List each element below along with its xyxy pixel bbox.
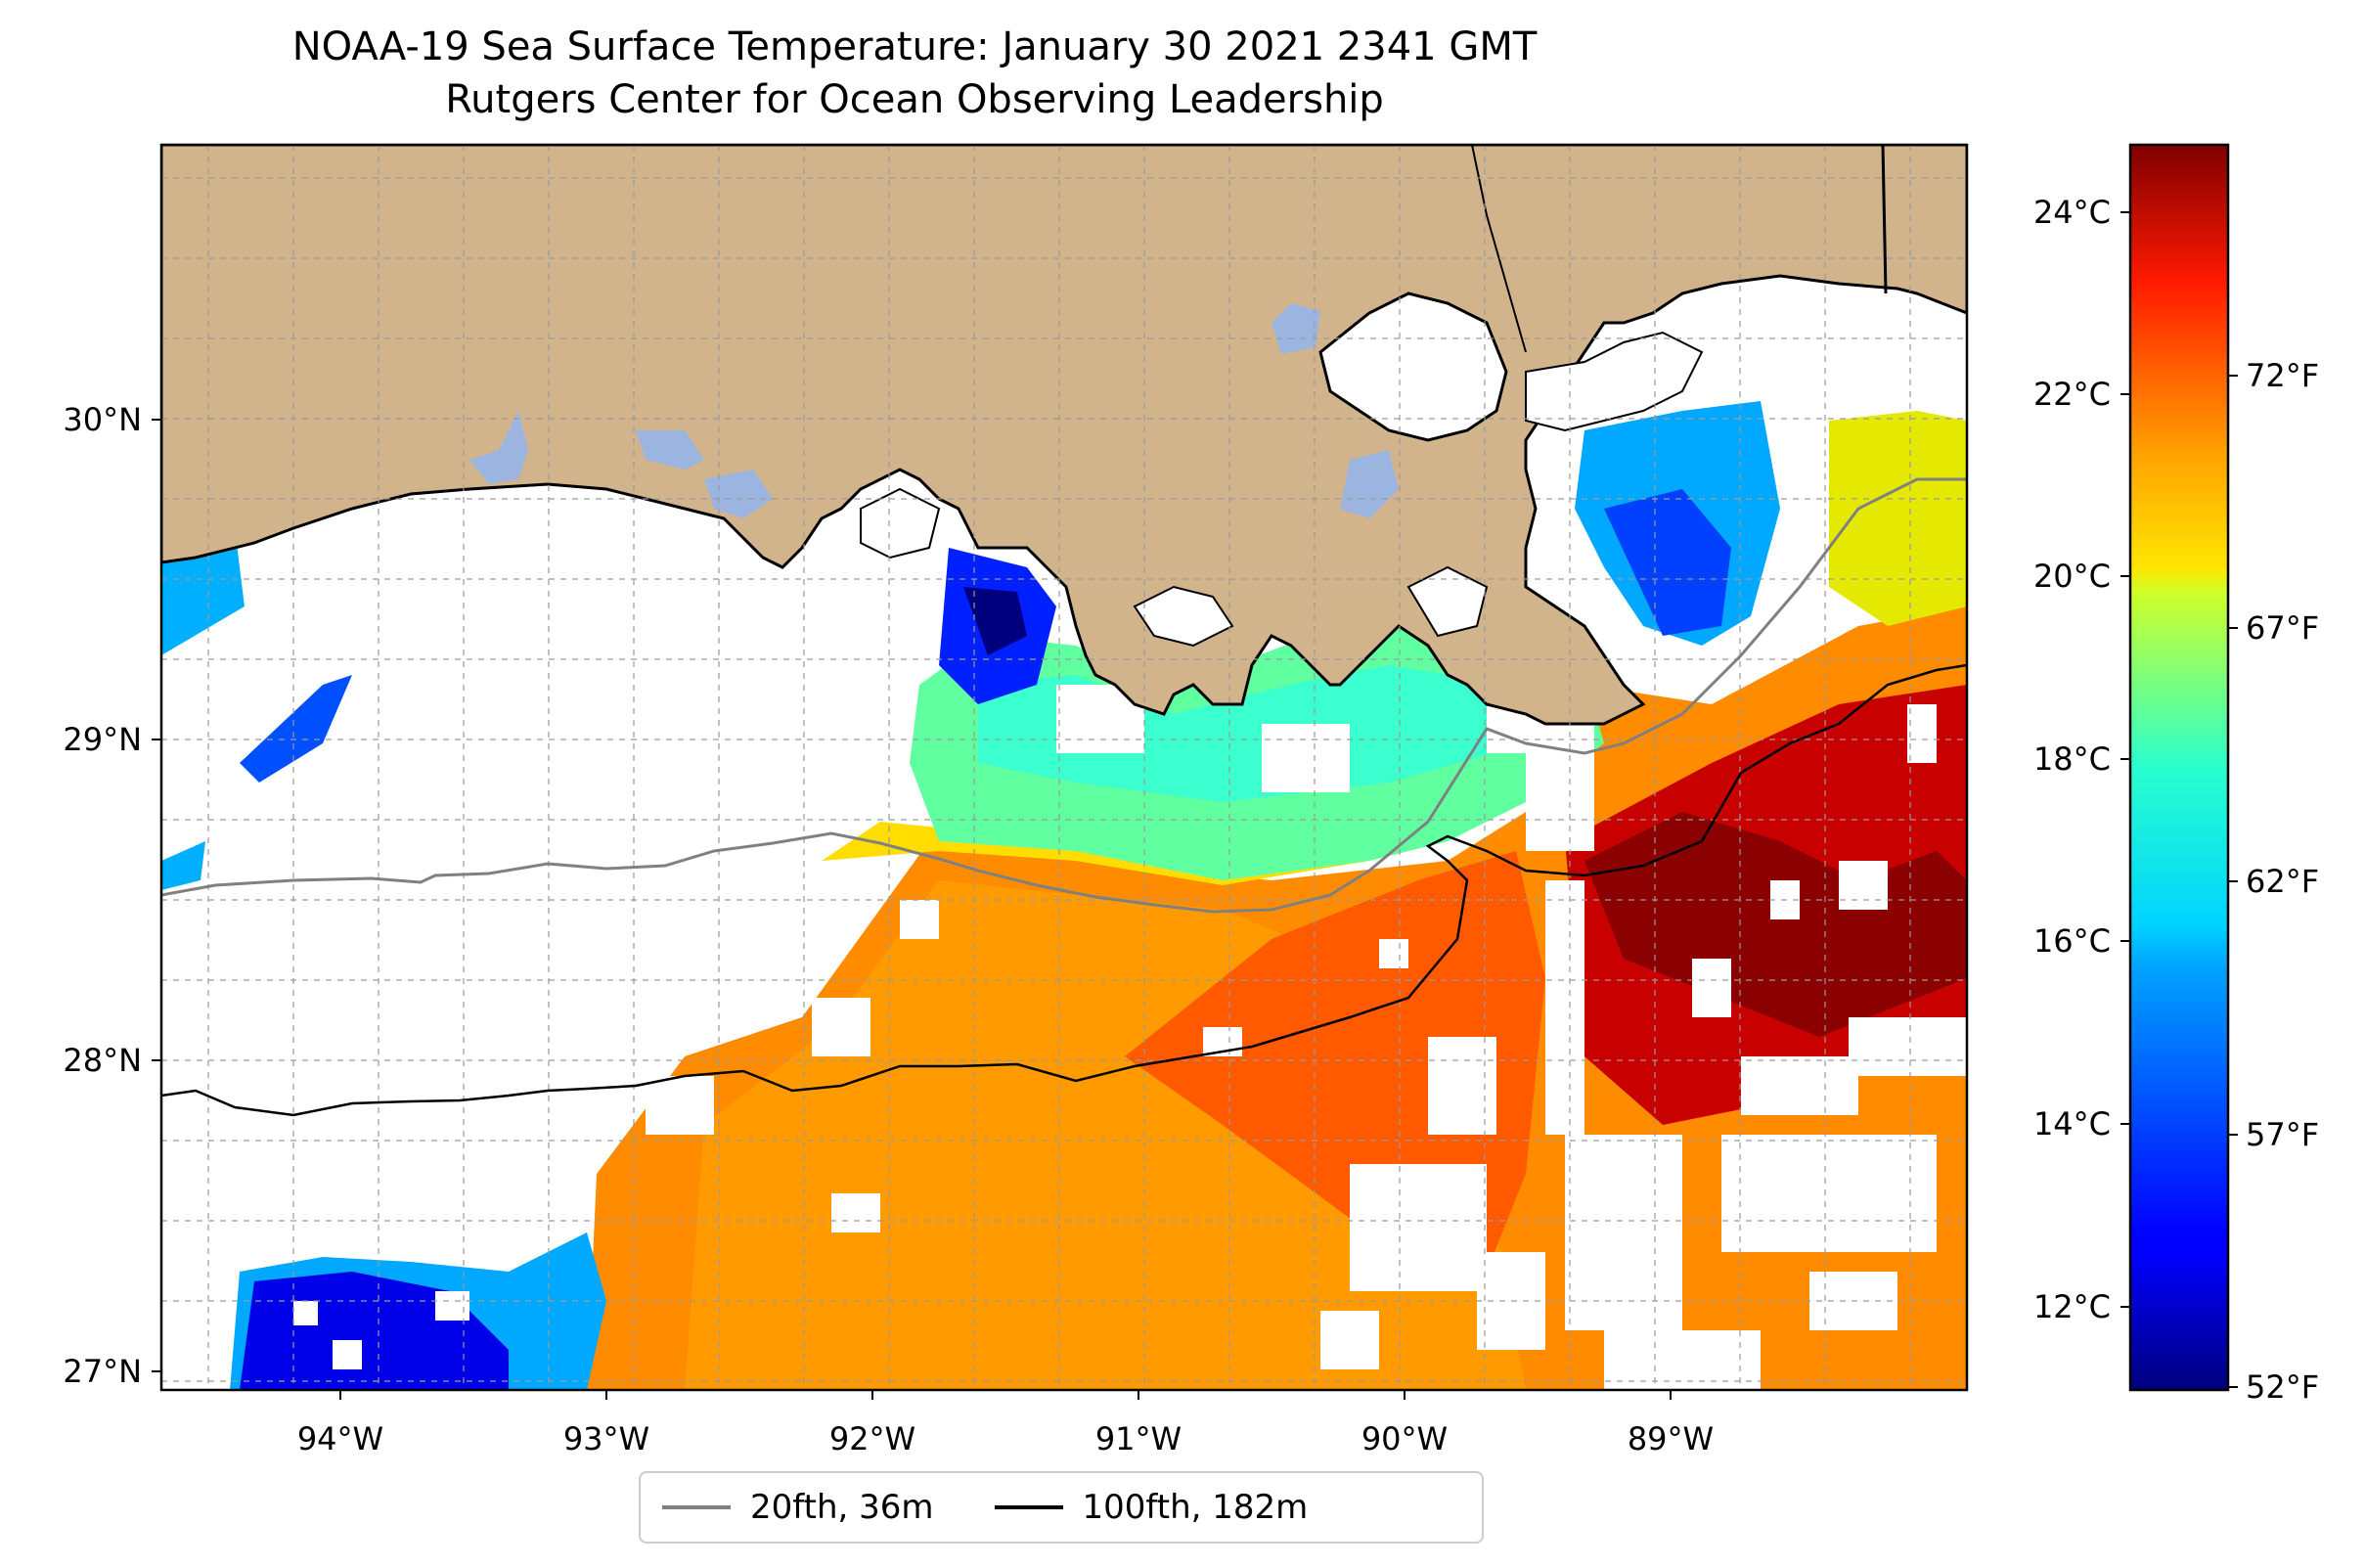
- celsius-label: 14°C: [2033, 1105, 2111, 1142]
- lat-label: 29°N: [63, 721, 142, 758]
- lon-label: 93°W: [563, 1420, 649, 1457]
- legend-item-100fth: 100fth, 182m: [994, 1488, 1309, 1527]
- lon-label: 92°W: [829, 1420, 915, 1457]
- fahrenheit-label: 72°F: [2246, 357, 2319, 394]
- fahrenheit-label: 62°F: [2246, 863, 2319, 900]
- lon-label: 89°W: [1628, 1420, 1714, 1457]
- lon-labels: 94°W 93°W 92°W 91°W 90°W 89°W: [297, 1420, 1714, 1457]
- inland-lakes: [469, 303, 1399, 518]
- lake-pontchartrain: [1318, 291, 1508, 442]
- legend-swatch-black: [994, 1505, 1063, 1509]
- sst-field: [161, 401, 1967, 1390]
- celsius-label: 20°C: [2033, 558, 2111, 595]
- lon-ticks: [339, 1390, 1672, 1400]
- fahrenheit-labels: 72°F 67°F 62°F 57°F 52°F: [2246, 357, 2319, 1406]
- celsius-label: 12°C: [2033, 1288, 2111, 1325]
- isobath-20fth: [161, 477, 1967, 914]
- legend-label: 100fth, 182m: [1082, 1488, 1309, 1527]
- isobath-100fth: [161, 663, 1967, 1117]
- celsius-label: 24°C: [2033, 194, 2111, 231]
- colorbar: [2128, 143, 2230, 1392]
- fahrenheit-ticks: [2228, 375, 2238, 1388]
- isobath-legend: 20fth, 36m 100fth, 182m: [639, 1471, 1484, 1544]
- celsius-ticks: [2120, 211, 2130, 1308]
- lon-label: 91°W: [1095, 1420, 1182, 1457]
- fahrenheit-label: 52°F: [2246, 1368, 2319, 1406]
- fahrenheit-label: 57°F: [2246, 1116, 2319, 1153]
- map-panel: [161, 145, 1967, 1390]
- celsius-label: 18°C: [2033, 740, 2111, 778]
- legend-item-20fth: 20fth, 36m: [662, 1488, 934, 1527]
- legend-swatch-gray: [662, 1505, 731, 1509]
- lon-label: 94°W: [297, 1420, 383, 1457]
- fahrenheit-label: 67°F: [2246, 609, 2319, 647]
- lat-label: 28°N: [63, 1042, 142, 1079]
- lat-ticks: [152, 419, 161, 1372]
- celsius-label: 22°C: [2033, 376, 2111, 413]
- chart-title: NOAA-19 Sea Surface Temperature: January…: [291, 24, 1538, 69]
- lon-label: 90°W: [1361, 1420, 1448, 1457]
- chart-subtitle: Rutgers Center for Ocean Observing Leade…: [445, 77, 1384, 122]
- graticule: [161, 145, 1967, 1390]
- legend-label: 20fth, 36m: [750, 1488, 934, 1527]
- map-frame: [159, 143, 1969, 1392]
- celsius-label: 16°C: [2033, 922, 2111, 960]
- celsius-labels: 24°C 22°C 20°C 18°C 16°C 14°C 12°C: [2033, 194, 2111, 1325]
- lat-label: 30°N: [63, 401, 142, 438]
- lat-labels: 30°N 29°N 28°N 27°N: [63, 401, 142, 1390]
- lat-label: 27°N: [63, 1353, 142, 1390]
